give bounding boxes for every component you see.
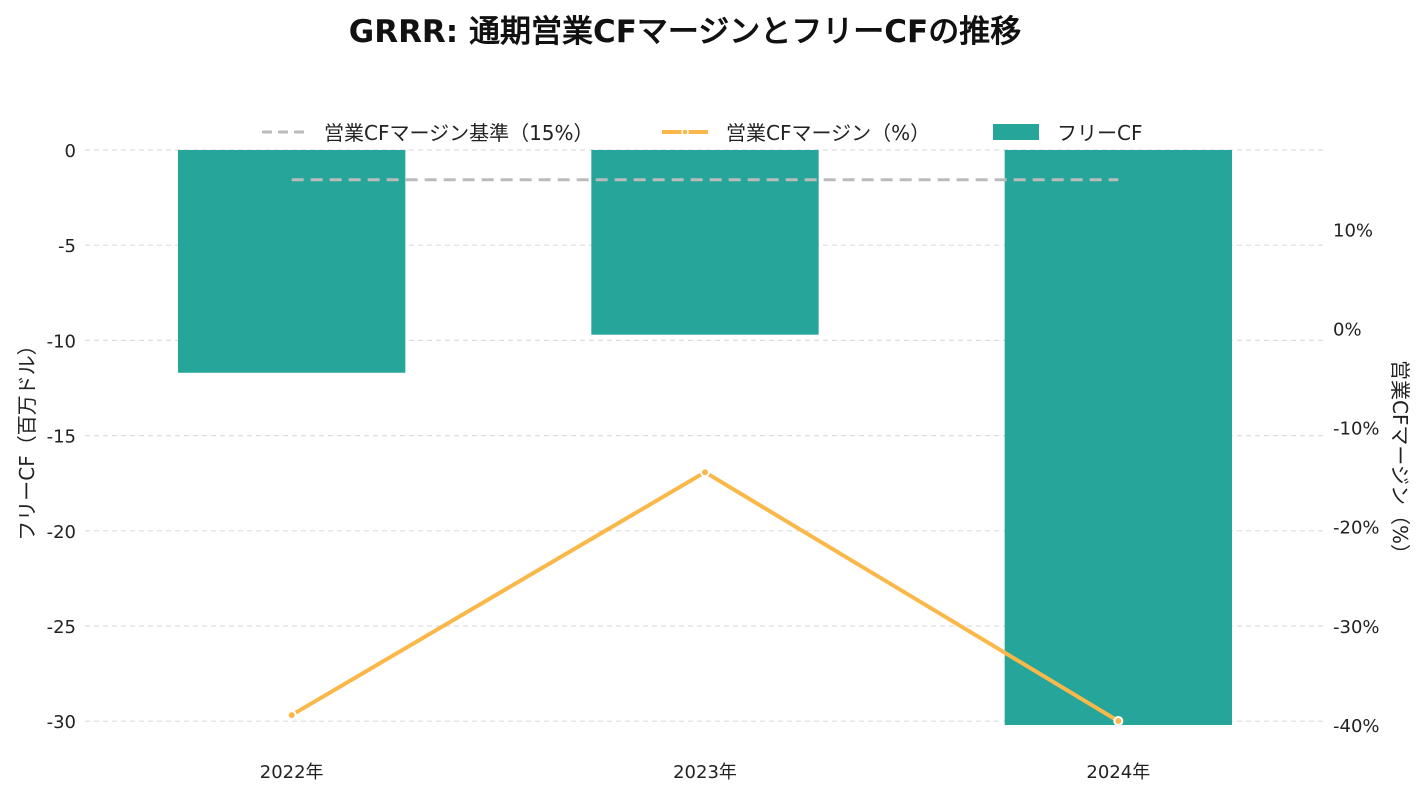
y-tick-label: -10: [47, 331, 76, 352]
bars: [178, 150, 1232, 725]
y-tick-label: -20: [47, 522, 76, 543]
y2-tick-label: 10%: [1333, 220, 1373, 241]
legend-label-reference: 営業CFマージン基準（15%）: [324, 121, 594, 145]
bar: [1004, 150, 1232, 725]
y-tick-label: -30: [47, 712, 76, 733]
y-tick-label: -5: [58, 236, 76, 257]
legend: 営業CFマージン基準（15%） 営業CFマージン（%） フリーCF: [262, 121, 1142, 145]
y-axis-label: フリーCF（百万ドル）: [15, 335, 39, 540]
y-axis-ticks: 0 -5 -10 -15 -20 -25 -30: [47, 141, 76, 733]
y-tick-label: -25: [47, 617, 76, 638]
margin-line-path: [290, 470, 1120, 723]
x-tick-label: 2022年: [260, 762, 324, 783]
y2-tick-label: 0%: [1333, 319, 1362, 340]
y2-tick-label: -10%: [1333, 419, 1380, 440]
y2-tick-label: -20%: [1333, 518, 1380, 539]
y-tick-label: -15: [47, 427, 76, 448]
x-tick-label: 2023年: [673, 762, 737, 783]
x-axis-ticks: 2022年 2023年 2024年: [260, 762, 1150, 783]
chart-title: GRRR: 通期営業CFマージンとフリーCFの推移: [349, 14, 1021, 50]
y2-axis-label: 営業CFマージン（%）: [1388, 360, 1412, 564]
legend-swatch-margin-marker: [681, 128, 689, 136]
y2-tick-label: -40%: [1333, 716, 1380, 737]
legend-swatch-fcf: [993, 124, 1039, 140]
legend-label-margin: 営業CFマージン（%）: [726, 121, 930, 145]
bar: [591, 150, 819, 335]
margin-point: [700, 467, 710, 478]
y-tick-label: 0: [65, 141, 76, 162]
margin-line: [286, 467, 1124, 727]
y2-tick-label: -30%: [1333, 617, 1380, 638]
y2-axis-ticks: 10% 0% -10% -20% -30% -40%: [1333, 220, 1380, 737]
x-tick-label: 2024年: [1086, 762, 1150, 783]
margin-point: [286, 710, 297, 721]
margin-point: [1113, 716, 1124, 727]
bar: [178, 150, 406, 373]
legend-label-fcf: フリーCF: [1057, 121, 1142, 145]
